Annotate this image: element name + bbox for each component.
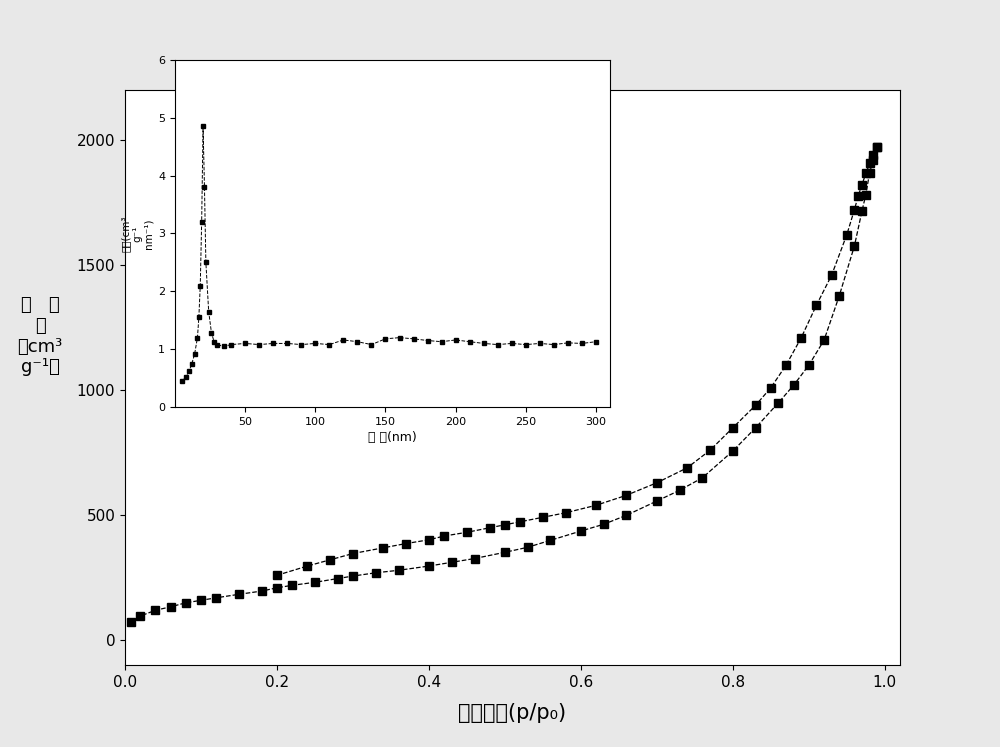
Y-axis label: 孔容(cm³
g⁻¹
nm⁻¹): 孔容(cm³ g⁻¹ nm⁻¹) <box>121 215 154 252</box>
X-axis label: 孔 径(nm): 孔 径(nm) <box>368 431 417 444</box>
Text: 吸   附
量
（cm³
g⁻¹）: 吸 附 量 （cm³ g⁻¹） <box>17 296 63 376</box>
X-axis label: 相对压强(p/p₀): 相对压强(p/p₀) <box>458 704 567 723</box>
